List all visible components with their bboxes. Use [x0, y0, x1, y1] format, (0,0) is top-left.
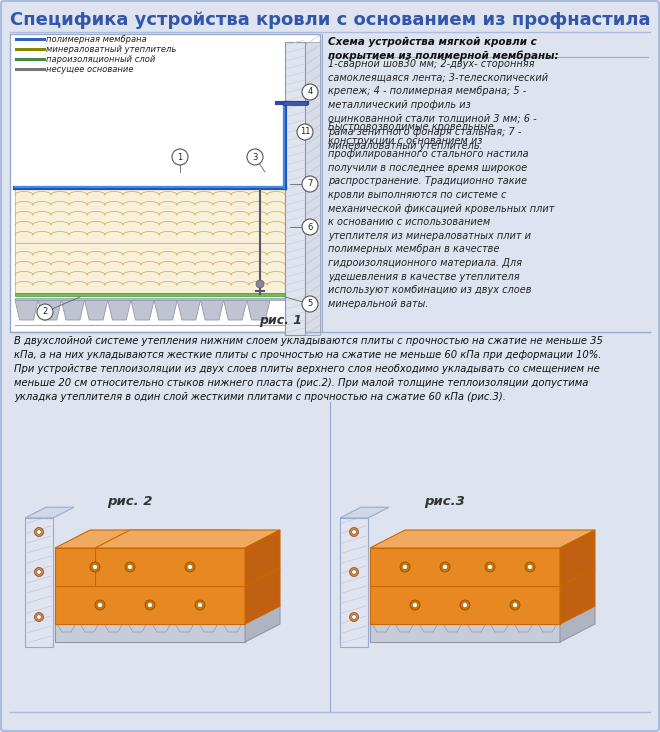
Text: 11: 11	[300, 127, 310, 136]
Bar	[283, 101, 307, 105]
Circle shape	[34, 613, 44, 621]
Polygon shape	[560, 606, 595, 642]
Circle shape	[442, 564, 447, 569]
Circle shape	[187, 564, 193, 569]
Polygon shape	[15, 300, 38, 320]
Circle shape	[410, 600, 420, 610]
Circle shape	[302, 296, 318, 312]
Circle shape	[352, 530, 356, 534]
Polygon shape	[370, 624, 560, 642]
Circle shape	[297, 124, 313, 140]
Text: 7: 7	[308, 179, 313, 189]
Circle shape	[350, 567, 358, 577]
Circle shape	[95, 600, 105, 610]
Text: В двухслойной системе утепления нижним слоем укладываются плиты с прочностью на : В двухслойной системе утепления нижним с…	[14, 336, 603, 402]
Circle shape	[92, 564, 98, 569]
Circle shape	[440, 562, 450, 572]
Circle shape	[513, 602, 517, 608]
Circle shape	[90, 562, 100, 572]
Circle shape	[525, 562, 535, 572]
Circle shape	[352, 569, 356, 574]
Polygon shape	[55, 568, 280, 586]
Circle shape	[488, 564, 492, 569]
Polygon shape	[55, 530, 240, 548]
Circle shape	[400, 562, 410, 572]
Bar	[10, 34, 320, 332]
Circle shape	[485, 562, 495, 572]
Polygon shape	[95, 530, 280, 548]
Bar	[15, 293, 285, 296]
Polygon shape	[245, 606, 280, 642]
Circle shape	[350, 528, 358, 537]
Text: Схема устройства мягкой кровли с
покрытием из полимерной мембраны:: Схема устройства мягкой кровли с покрыти…	[328, 37, 558, 61]
Text: несущее основание: несущее основание	[46, 64, 133, 73]
Circle shape	[37, 569, 41, 574]
Text: 1: 1	[178, 152, 183, 162]
Polygon shape	[205, 530, 240, 586]
Polygon shape	[55, 548, 205, 586]
Text: 4: 4	[308, 88, 313, 97]
Circle shape	[125, 562, 135, 572]
Circle shape	[460, 600, 470, 610]
Polygon shape	[154, 300, 178, 320]
Text: 6: 6	[308, 223, 313, 231]
Polygon shape	[61, 300, 84, 320]
Text: минераловатный утеплитель: минераловатный утеплитель	[46, 45, 176, 53]
Circle shape	[412, 602, 418, 608]
Polygon shape	[340, 507, 389, 518]
Text: пароизоляционный слой: пароизоляционный слой	[46, 54, 155, 64]
Circle shape	[256, 280, 264, 288]
Polygon shape	[560, 530, 595, 586]
Polygon shape	[370, 568, 595, 586]
Polygon shape	[370, 548, 560, 586]
Text: рис. 1: рис. 1	[259, 314, 302, 327]
Polygon shape	[224, 300, 247, 320]
Circle shape	[172, 149, 188, 165]
Text: рис.3: рис.3	[424, 495, 465, 508]
Text: Быстровозводимые кровельные
конструкции с основанием из
профилированного стально: Быстровозводимые кровельные конструкции …	[328, 122, 554, 309]
Circle shape	[34, 528, 44, 537]
Polygon shape	[108, 300, 131, 320]
Text: Специфика устройства кровли с основанием из профнастила: Специфика устройства кровли с основанием…	[10, 11, 650, 29]
Text: 5: 5	[308, 299, 313, 308]
Circle shape	[185, 562, 195, 572]
Circle shape	[403, 564, 407, 569]
Polygon shape	[247, 300, 270, 320]
Polygon shape	[245, 530, 280, 586]
Polygon shape	[201, 300, 224, 320]
Text: полимерная мембрана: полимерная мембрана	[46, 34, 147, 43]
Circle shape	[37, 304, 53, 320]
Circle shape	[34, 567, 44, 577]
Circle shape	[527, 564, 533, 569]
Circle shape	[302, 176, 318, 192]
Polygon shape	[55, 586, 245, 624]
Polygon shape	[84, 300, 108, 320]
Circle shape	[302, 84, 318, 100]
Polygon shape	[178, 300, 201, 320]
Circle shape	[98, 602, 102, 608]
Text: 1-сварной шов30 мм; 2-двух- сторонняя
самоклеящаяся лента; 3-телескопический
кре: 1-сварной шов30 мм; 2-двух- сторонняя са…	[328, 59, 548, 151]
Bar	[305, 42, 320, 335]
Circle shape	[352, 615, 356, 619]
Circle shape	[510, 600, 520, 610]
Polygon shape	[560, 568, 595, 624]
Circle shape	[37, 530, 41, 534]
Bar	[15, 298, 285, 300]
Bar	[15, 188, 285, 243]
Polygon shape	[25, 507, 74, 518]
Polygon shape	[370, 586, 560, 624]
Circle shape	[145, 600, 155, 610]
Bar	[285, 42, 305, 335]
Polygon shape	[131, 300, 154, 320]
Polygon shape	[370, 530, 595, 548]
Polygon shape	[95, 548, 245, 586]
Polygon shape	[340, 518, 368, 647]
Circle shape	[195, 600, 205, 610]
Text: 2: 2	[42, 307, 48, 316]
Polygon shape	[55, 624, 245, 642]
Text: 3: 3	[252, 152, 257, 162]
Polygon shape	[38, 300, 61, 320]
Circle shape	[197, 602, 203, 608]
Circle shape	[147, 602, 152, 608]
